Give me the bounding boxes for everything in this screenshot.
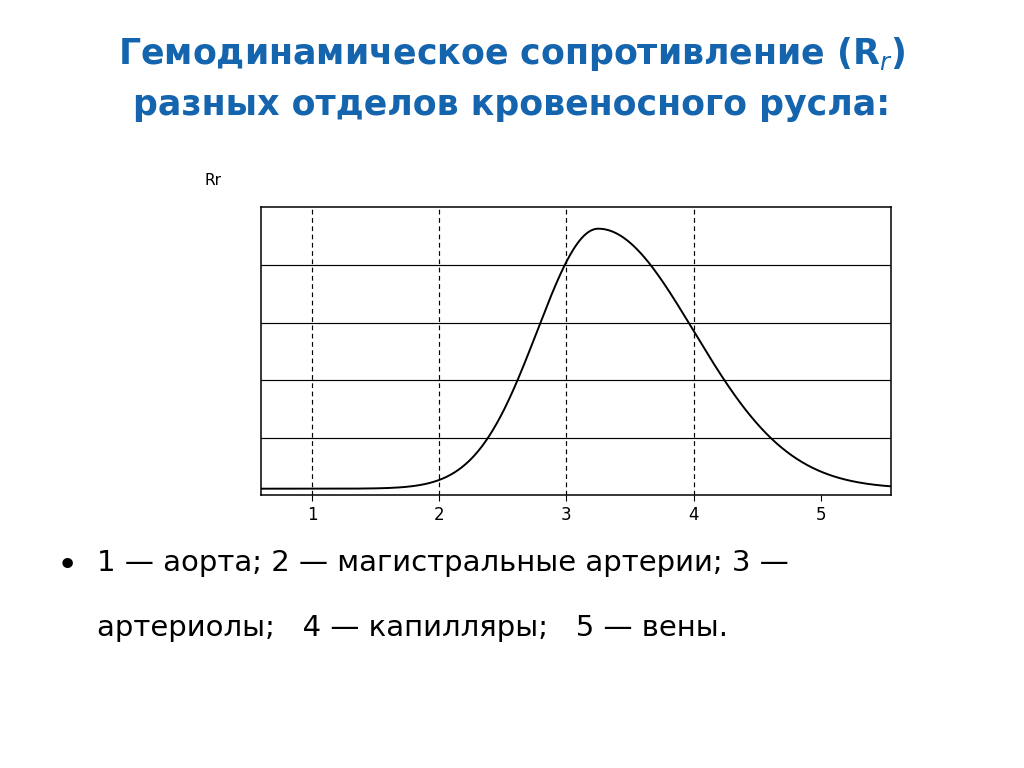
Text: артериолы;   4 — капилляры;   5 — вены.: артериолы; 4 — капилляры; 5 — вены.	[97, 614, 728, 642]
Text: 1 — аорта; 2 — магистральные артерии; 3 —: 1 — аорта; 2 — магистральные артерии; 3 …	[97, 549, 790, 577]
Text: •: •	[56, 549, 78, 583]
Text: Rr: Rr	[205, 173, 222, 188]
Text: разных отделов кровеносного русла:: разных отделов кровеносного русла:	[133, 88, 891, 122]
Text: Гемодинамическое сопротивление (R$_r$): Гемодинамическое сопротивление (R$_r$)	[119, 35, 905, 72]
